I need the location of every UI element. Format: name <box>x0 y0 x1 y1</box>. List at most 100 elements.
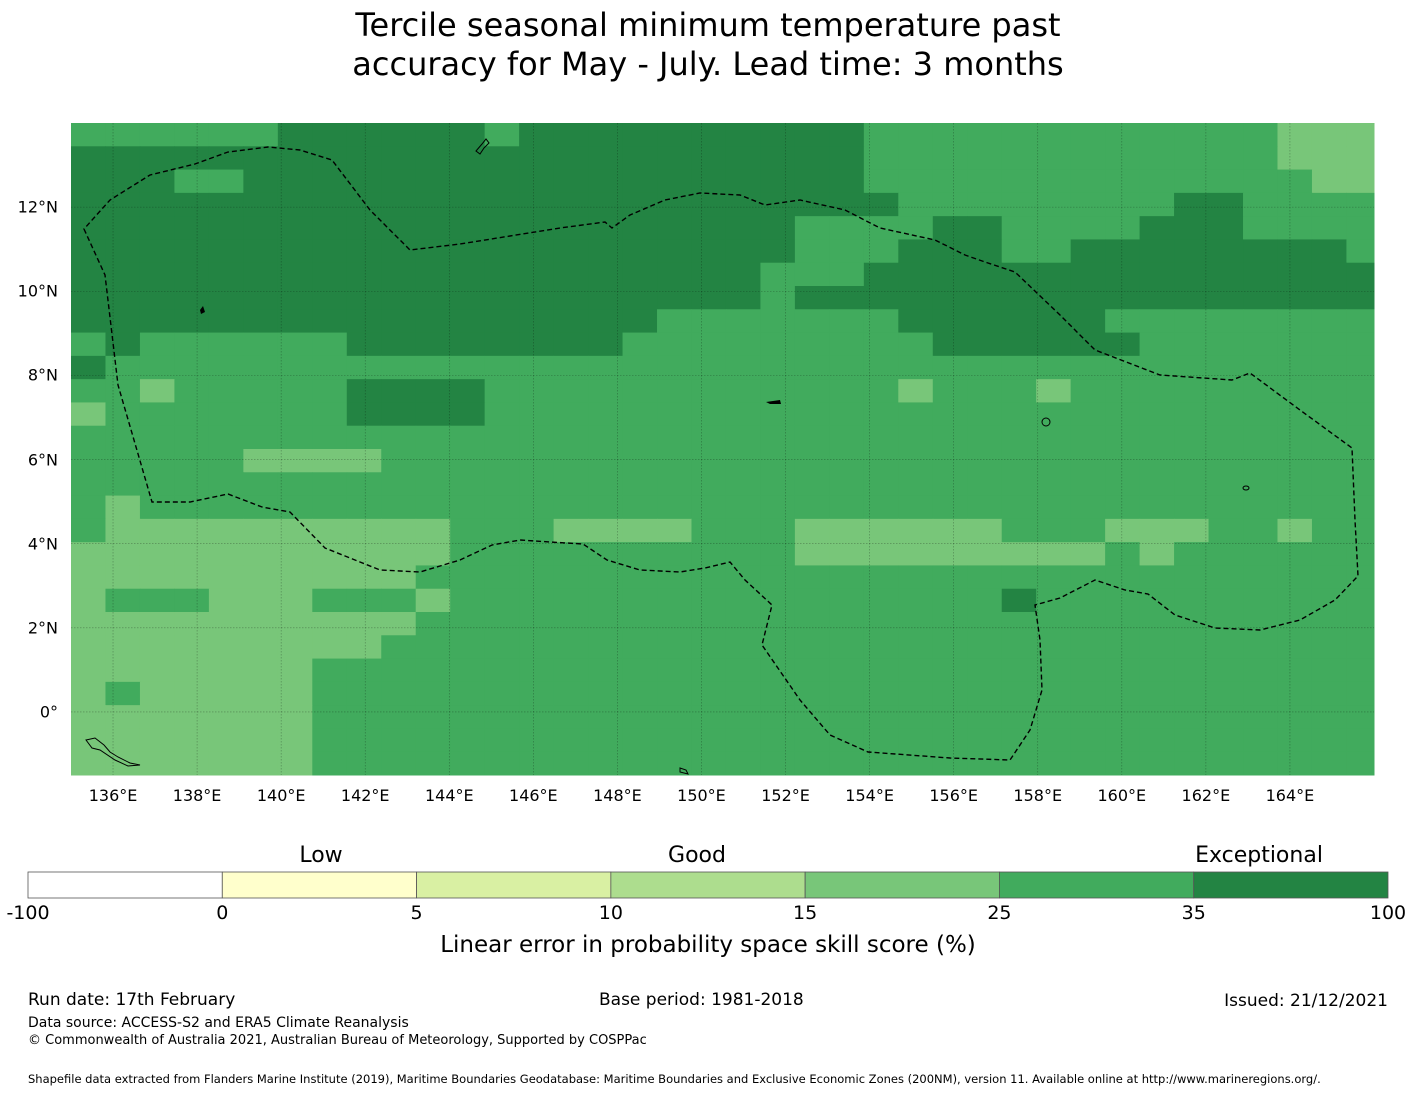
skill-cell <box>622 565 658 590</box>
skill-cell <box>725 728 761 753</box>
skill-cell <box>1036 635 1072 660</box>
skill-cell <box>691 728 727 753</box>
skill-cell <box>829 728 865 753</box>
skill-cell <box>277 216 313 240</box>
skill-cell <box>725 495 761 520</box>
skill-cell <box>1346 192 1375 217</box>
skill-cell <box>553 705 589 729</box>
skill-cell <box>829 239 865 264</box>
skill-cell <box>898 565 934 590</box>
skill-cell <box>863 169 899 194</box>
skill-cell <box>139 146 175 171</box>
skill-cell <box>829 542 865 566</box>
colorbar-tick-label: 25 <box>987 902 1012 924</box>
skill-cell <box>1311 146 1347 171</box>
skill-cell <box>71 588 106 613</box>
skill-cell <box>312 612 348 636</box>
skill-cell <box>519 216 555 240</box>
skill-cell <box>1277 355 1313 380</box>
skill-cell <box>277 169 313 194</box>
skill-cell <box>1139 123 1175 147</box>
x-tick-label: 142°E <box>340 786 390 805</box>
skill-cell <box>105 169 141 194</box>
skill-cell <box>588 565 624 590</box>
skill-cell <box>760 262 796 287</box>
colorbar-segment <box>804 871 1000 899</box>
skill-cell <box>1174 402 1210 427</box>
skill-cell <box>794 518 830 543</box>
skill-cell <box>484 332 520 357</box>
skill-cell <box>967 612 1003 636</box>
skill-cell <box>967 472 1003 497</box>
skill-cell <box>898 495 934 520</box>
skill-cell <box>725 379 761 403</box>
skill-cell <box>725 146 761 171</box>
skill-cell <box>1346 146 1375 171</box>
skill-cell <box>1208 518 1244 543</box>
skill-cell <box>415 309 451 334</box>
skill-cell <box>657 169 692 194</box>
skill-cell <box>450 262 486 287</box>
skill-cell <box>1001 239 1037 264</box>
x-tick-label: 162°E <box>1181 786 1231 805</box>
skill-cell <box>1311 681 1347 706</box>
skill-cell <box>898 309 934 334</box>
skill-cell <box>139 286 175 310</box>
skill-cell <box>312 123 348 147</box>
skill-cell <box>657 402 692 427</box>
skill-cell <box>760 635 796 660</box>
skill-cell <box>622 309 658 334</box>
skill-cell <box>932 728 968 753</box>
skill-cell <box>553 612 589 636</box>
skill-cell <box>1105 216 1141 240</box>
skill-cell <box>346 495 382 520</box>
skill-cell <box>1001 123 1037 147</box>
skill-cell <box>622 635 658 660</box>
skill-cell <box>139 332 175 357</box>
island-palau <box>200 306 205 314</box>
skill-cell <box>1139 449 1175 473</box>
skill-cell <box>484 751 520 776</box>
skill-cell <box>277 635 313 660</box>
skill-cell <box>1346 355 1375 380</box>
skill-cell <box>829 751 865 776</box>
skill-cell <box>381 728 417 753</box>
skill-cell <box>1277 239 1313 264</box>
skill-cell <box>519 565 555 590</box>
skill-cell <box>105 239 141 264</box>
skill-cell <box>484 612 520 636</box>
skill-cell <box>1001 355 1037 380</box>
skill-cell <box>1243 705 1278 729</box>
skill-cell <box>691 402 727 427</box>
skill-cell <box>1001 169 1037 194</box>
skill-cell <box>1105 588 1141 613</box>
skill-cell <box>1001 262 1037 287</box>
skill-cell <box>139 262 175 287</box>
skill-cell <box>863 262 899 287</box>
skill-cell <box>381 332 417 357</box>
skill-cell <box>450 658 486 683</box>
skill-cell <box>450 169 486 194</box>
skill-cell <box>1036 262 1072 287</box>
skill-cell <box>622 705 658 729</box>
skill-cell <box>898 588 934 613</box>
x-tick-label: 150°E <box>677 786 726 805</box>
skill-cell <box>71 402 106 427</box>
skill-cell <box>863 123 899 147</box>
skill-cell <box>277 472 313 497</box>
skill-cell <box>1105 146 1141 171</box>
skill-cell <box>691 449 727 473</box>
skill-cell <box>829 588 865 613</box>
skill-cell <box>1346 332 1375 357</box>
skill-cell <box>1036 146 1072 171</box>
skill-cell <box>588 239 624 264</box>
skill-cell <box>863 332 899 357</box>
skill-cell <box>1243 635 1278 660</box>
skill-cell <box>863 612 899 636</box>
skill-cell <box>381 192 417 217</box>
skill-cell <box>519 728 555 753</box>
colorbar-segment <box>221 871 417 899</box>
skill-cell <box>312 728 348 753</box>
skill-cell <box>1277 751 1313 776</box>
skill-cell <box>450 751 486 776</box>
